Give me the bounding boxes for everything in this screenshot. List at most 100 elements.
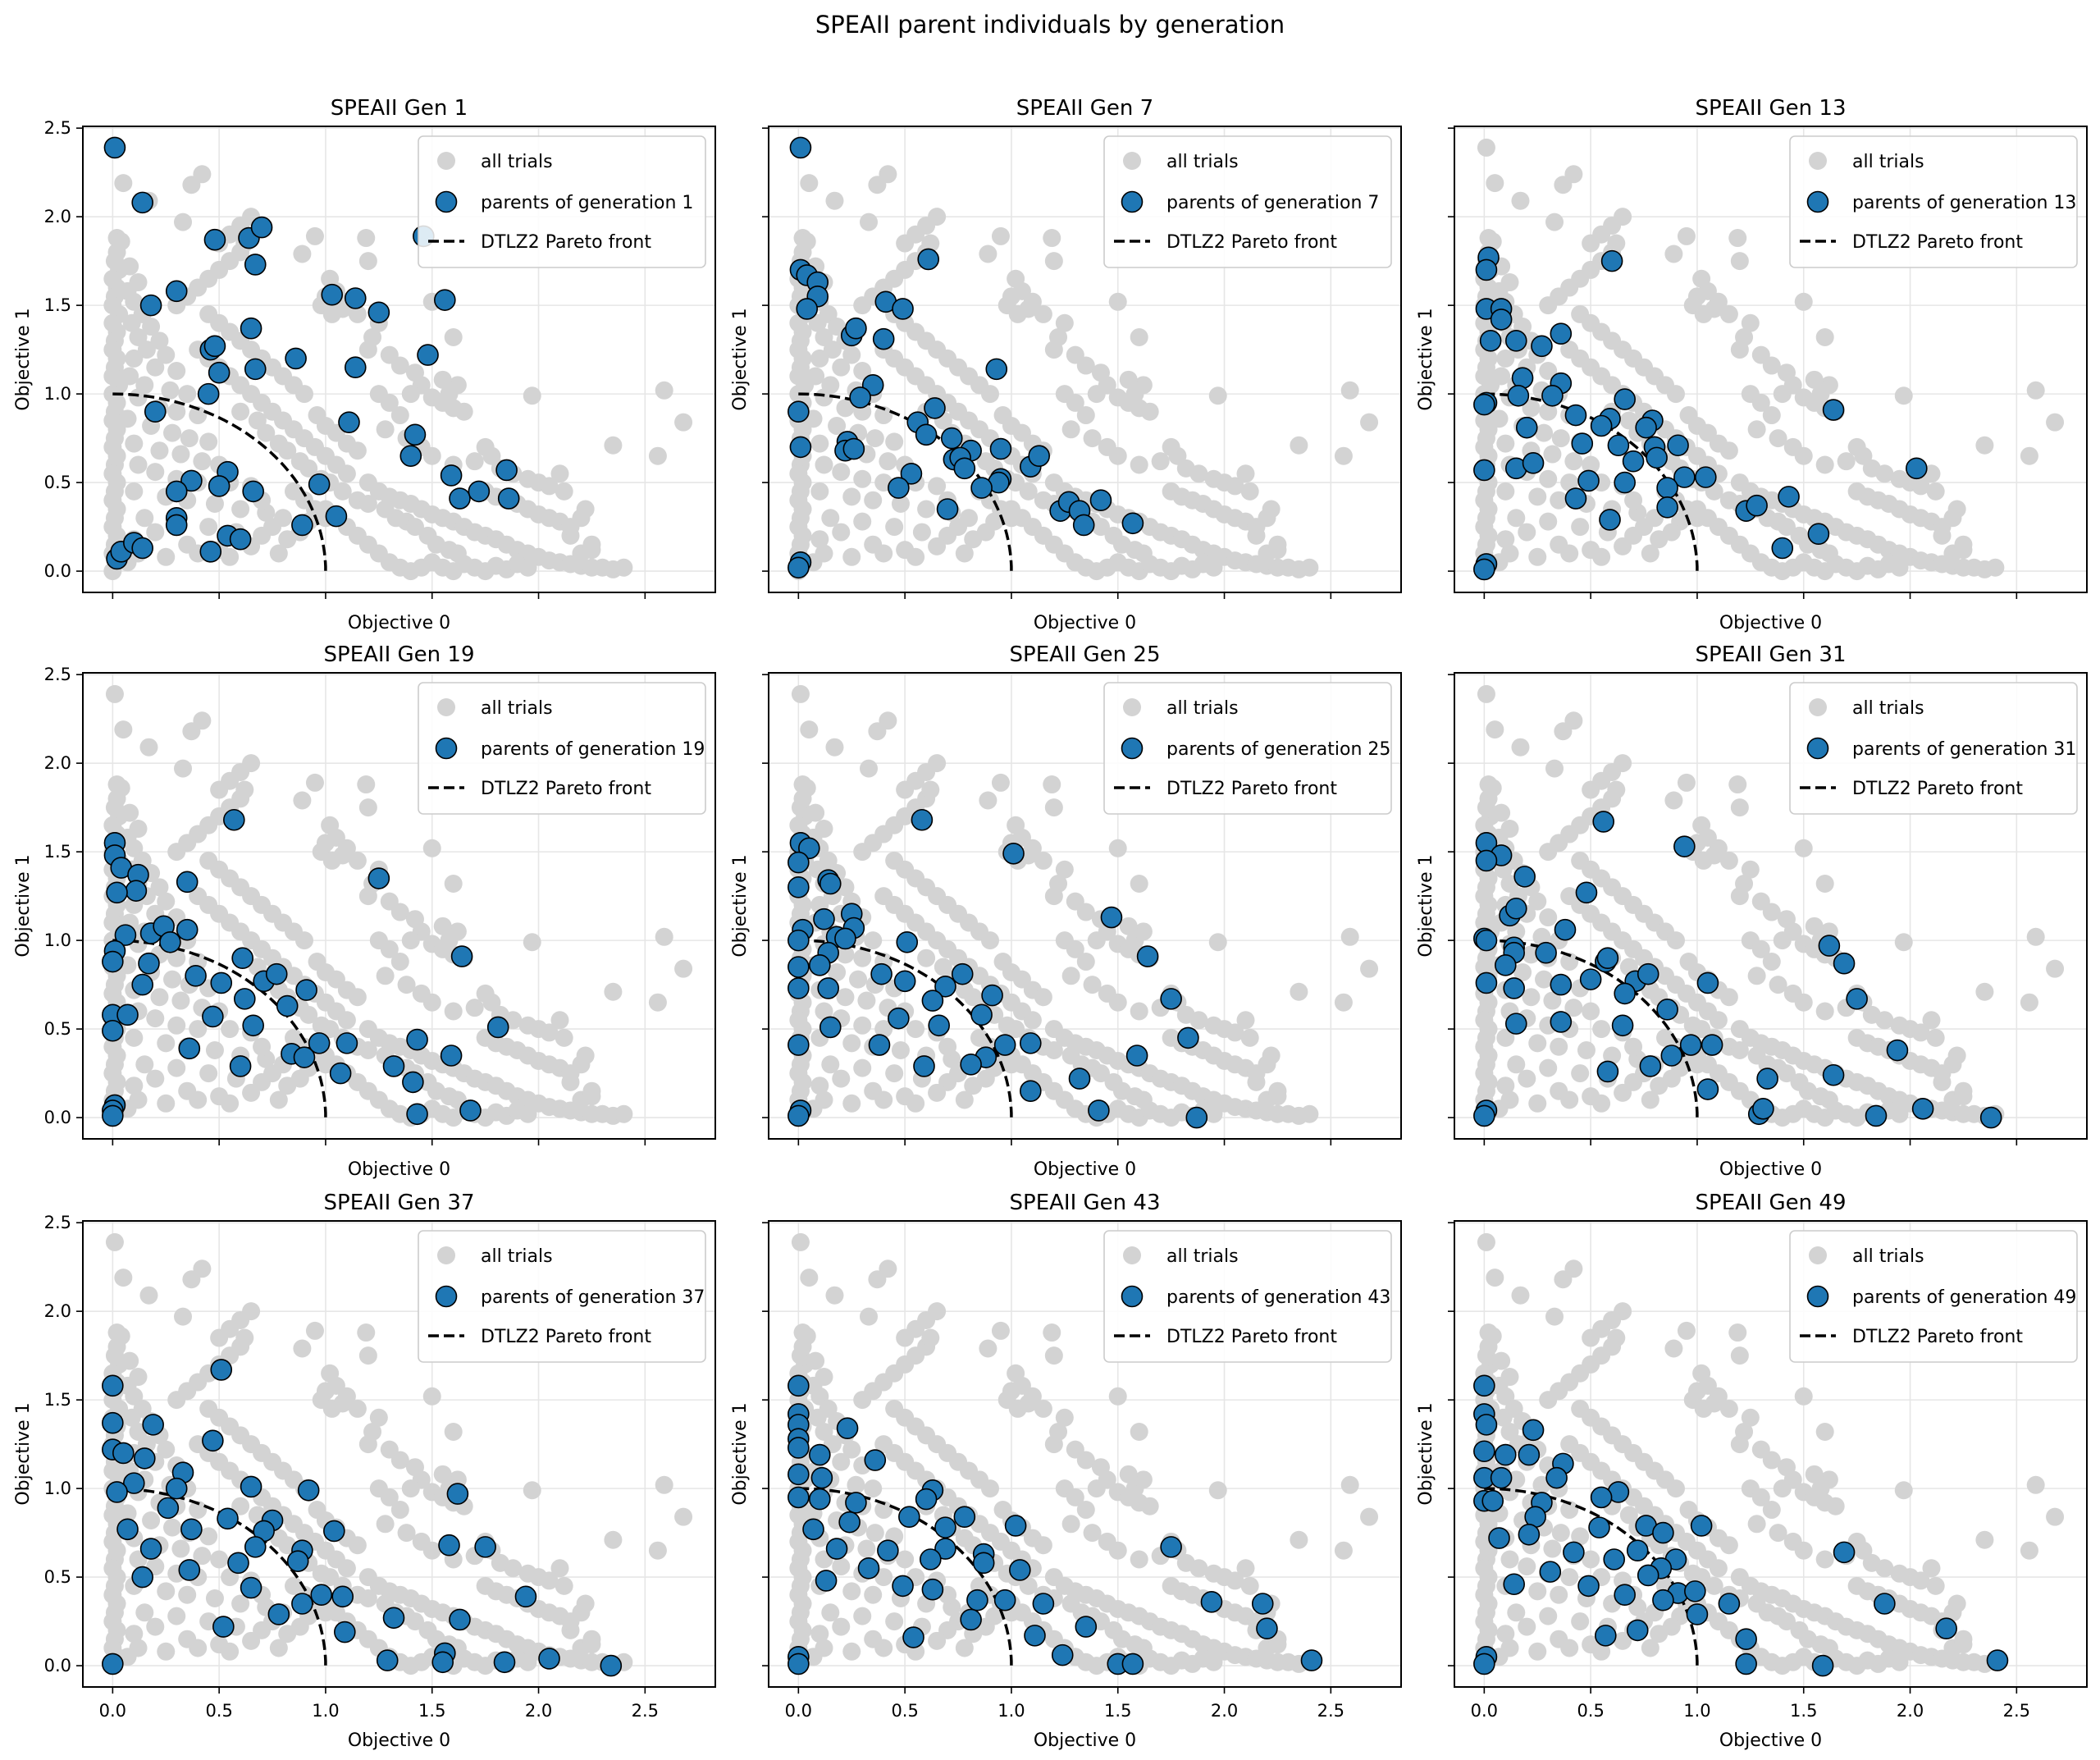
- all-trials-point: [1087, 931, 1106, 950]
- parent-point: [440, 1045, 463, 1067]
- all-trials-point: [182, 1270, 201, 1289]
- legend-all-trials-label: all trials: [1166, 698, 1239, 719]
- all-trials-point: [806, 1351, 825, 1370]
- all-trials-point: [832, 1069, 851, 1088]
- parent-point: [229, 1055, 252, 1077]
- parent-point: [1600, 249, 1623, 272]
- all-trials-point: [294, 931, 313, 950]
- all-trials-point: [210, 1550, 229, 1569]
- all-trials-point: [1119, 917, 1138, 935]
- legend-all-trials-marker: [1123, 152, 1141, 170]
- all-trials-point: [358, 1589, 377, 1608]
- parent-point: [1490, 309, 1513, 331]
- all-trials-point: [278, 441, 297, 460]
- all-trials-point: [422, 446, 441, 465]
- parent-point: [431, 1651, 454, 1674]
- parent-point: [116, 1518, 139, 1541]
- y-tick-label: 1.5: [44, 1390, 71, 1410]
- all-trials-point: [1535, 970, 1554, 989]
- all-trials-point: [397, 1524, 416, 1543]
- all-trials-point: [842, 547, 861, 566]
- all-trials-point: [1061, 420, 1080, 439]
- y-axis-label: Objective 1: [1416, 308, 1436, 410]
- all-trials-point: [938, 1037, 957, 1056]
- all-trials-point: [157, 1094, 176, 1113]
- all-trials-point: [167, 1058, 186, 1077]
- all-trials-point: [1034, 1536, 1052, 1555]
- parent-point: [1635, 416, 1657, 439]
- all-trials-point: [1666, 1479, 1685, 1498]
- parent-point: [1596, 947, 1619, 970]
- parent-point: [1596, 1060, 1619, 1083]
- parent-point: [131, 973, 153, 996]
- all-trials-point: [1677, 226, 1696, 245]
- y-axis-label: Objective 1: [730, 854, 751, 957]
- parent-point: [197, 382, 220, 405]
- all-trials-point: [174, 213, 193, 231]
- all-trials-point: [655, 927, 673, 946]
- all-trials-point: [1496, 1625, 1515, 1643]
- all-trials-point: [1083, 1524, 1102, 1543]
- all-trials-point: [1290, 982, 1308, 1001]
- parent-point: [1667, 434, 1689, 457]
- all-trials-point: [444, 1423, 463, 1442]
- all-trials-point: [163, 970, 182, 989]
- all-trials-point: [401, 385, 420, 404]
- all-trials-point: [1486, 174, 1504, 193]
- parent-point: [921, 1578, 944, 1601]
- all-trials-point: [1513, 962, 1532, 981]
- all-trials-point: [1922, 1011, 1941, 1030]
- parent-point: [788, 1437, 810, 1459]
- y-axis-label: Objective 1: [730, 308, 751, 410]
- all-trials-point: [1134, 544, 1153, 563]
- all-trials-point: [1334, 993, 1353, 1012]
- all-trials-point: [465, 999, 484, 1017]
- all-trials-point: [857, 991, 876, 1010]
- parent-point: [788, 1653, 810, 1675]
- all-trials-point: [1208, 933, 1227, 952]
- all-trials-point: [1592, 547, 1611, 566]
- all-trials-point: [823, 341, 842, 359]
- all-trials-point: [433, 917, 452, 935]
- all-trials-point: [906, 225, 925, 244]
- all-trials-point: [390, 1501, 409, 1520]
- parent-point: [788, 851, 810, 874]
- y-tick-label: 1.0: [44, 384, 71, 404]
- parent-point: [989, 437, 1012, 460]
- all-trials-point: [825, 738, 844, 757]
- parent-point: [1072, 514, 1095, 537]
- all-trials-point: [518, 558, 537, 577]
- all-trials-point: [842, 1440, 861, 1459]
- y-tick-label: 0.0: [44, 1656, 71, 1675]
- all-trials-point: [1705, 1576, 1723, 1595]
- parent-point: [1679, 1034, 1702, 1056]
- subplot-grid: 0.0 0.5 1.0 1.5 2.0 2.5 Objective 0 Objective 1…: [13, 96, 2088, 1751]
- all-trials-point: [1360, 413, 1379, 432]
- parent-point: [449, 1608, 471, 1631]
- all-trials-point: [405, 518, 424, 537]
- parent-point: [1177, 1026, 1199, 1049]
- all-trials-point: [1477, 684, 1495, 703]
- all-trials-point: [853, 949, 872, 967]
- parent-point: [1473, 558, 1495, 581]
- parent-point: [1121, 1653, 1144, 1675]
- all-trials-point: [150, 331, 169, 350]
- all-trials-point: [1666, 385, 1685, 404]
- parent-point: [1564, 487, 1587, 510]
- parent-point: [402, 1071, 424, 1094]
- all-trials-point: [815, 388, 833, 407]
- all-trials-point: [1360, 959, 1379, 978]
- all-trials-point: [1044, 798, 1063, 817]
- parent-point: [406, 1103, 428, 1126]
- y-axis-label: Objective 1: [13, 1402, 34, 1505]
- all-trials-point: [1091, 518, 1110, 537]
- parent-point: [896, 930, 919, 953]
- legend-box: [1103, 682, 1392, 815]
- parent-point: [208, 475, 231, 497]
- all-trials-point: [1554, 722, 1573, 741]
- parent-point: [212, 1616, 235, 1638]
- all-trials-point: [1108, 839, 1127, 857]
- all-trials-point: [189, 1501, 208, 1520]
- all-trials-point: [1664, 1339, 1683, 1358]
- axes-frame: [1454, 672, 2088, 1140]
